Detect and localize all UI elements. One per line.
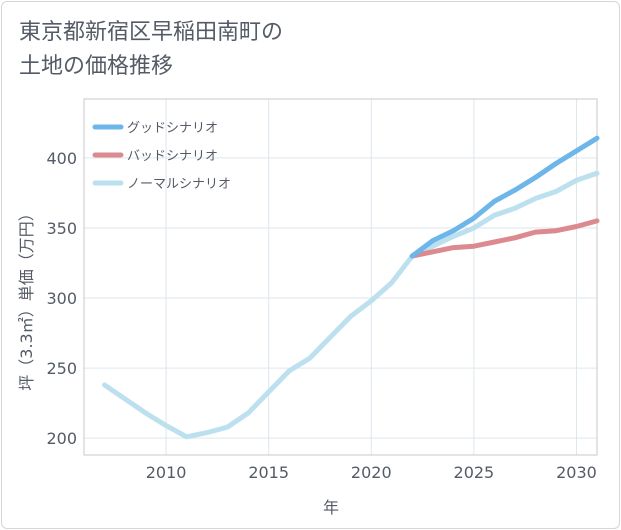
legend-label-1: バッドシナリオ [127,149,218,164]
y-tick-label: 300 [46,289,77,308]
series-line-1 [409,218,600,259]
plot-area-frame [83,98,598,456]
x-tick-label: 2025 [454,463,495,482]
x-tick-label: 2015 [248,463,289,482]
x-tick-labels: 2010 2015 2020 2025 2030 [146,463,597,482]
y-axis-label: 坪（3.3㎡）単価（万円） [17,205,36,390]
legend-label-0: グッドシナリオ [127,121,218,136]
x-tick-label: 2030 [556,463,597,482]
y-tick-label: 250 [46,359,77,378]
chart-title-line-1: 東京都新宿区早稲田南町の [19,20,284,45]
y-tick-label: 200 [46,429,77,448]
y-tick-label: 350 [46,219,77,238]
series-line-2 [102,170,600,440]
chart-title: 東京都新宿区早稲田南町の 土地の価格推移 [19,16,283,84]
x-tick-label: 2010 [146,463,187,482]
x-tick-label: 2020 [351,463,392,482]
series-lines [102,135,600,440]
y-tick-labels: 200 250 300 350 400 [46,149,77,448]
series-line-0 [409,135,600,259]
grid-lines [84,99,597,455]
x-axis-label: 年 [323,498,339,517]
chart-title-line-2: 土地の価格推移 [19,54,174,79]
legend-label-2: ノーマルシナリオ [127,177,231,192]
y-tick-label: 400 [46,149,77,168]
